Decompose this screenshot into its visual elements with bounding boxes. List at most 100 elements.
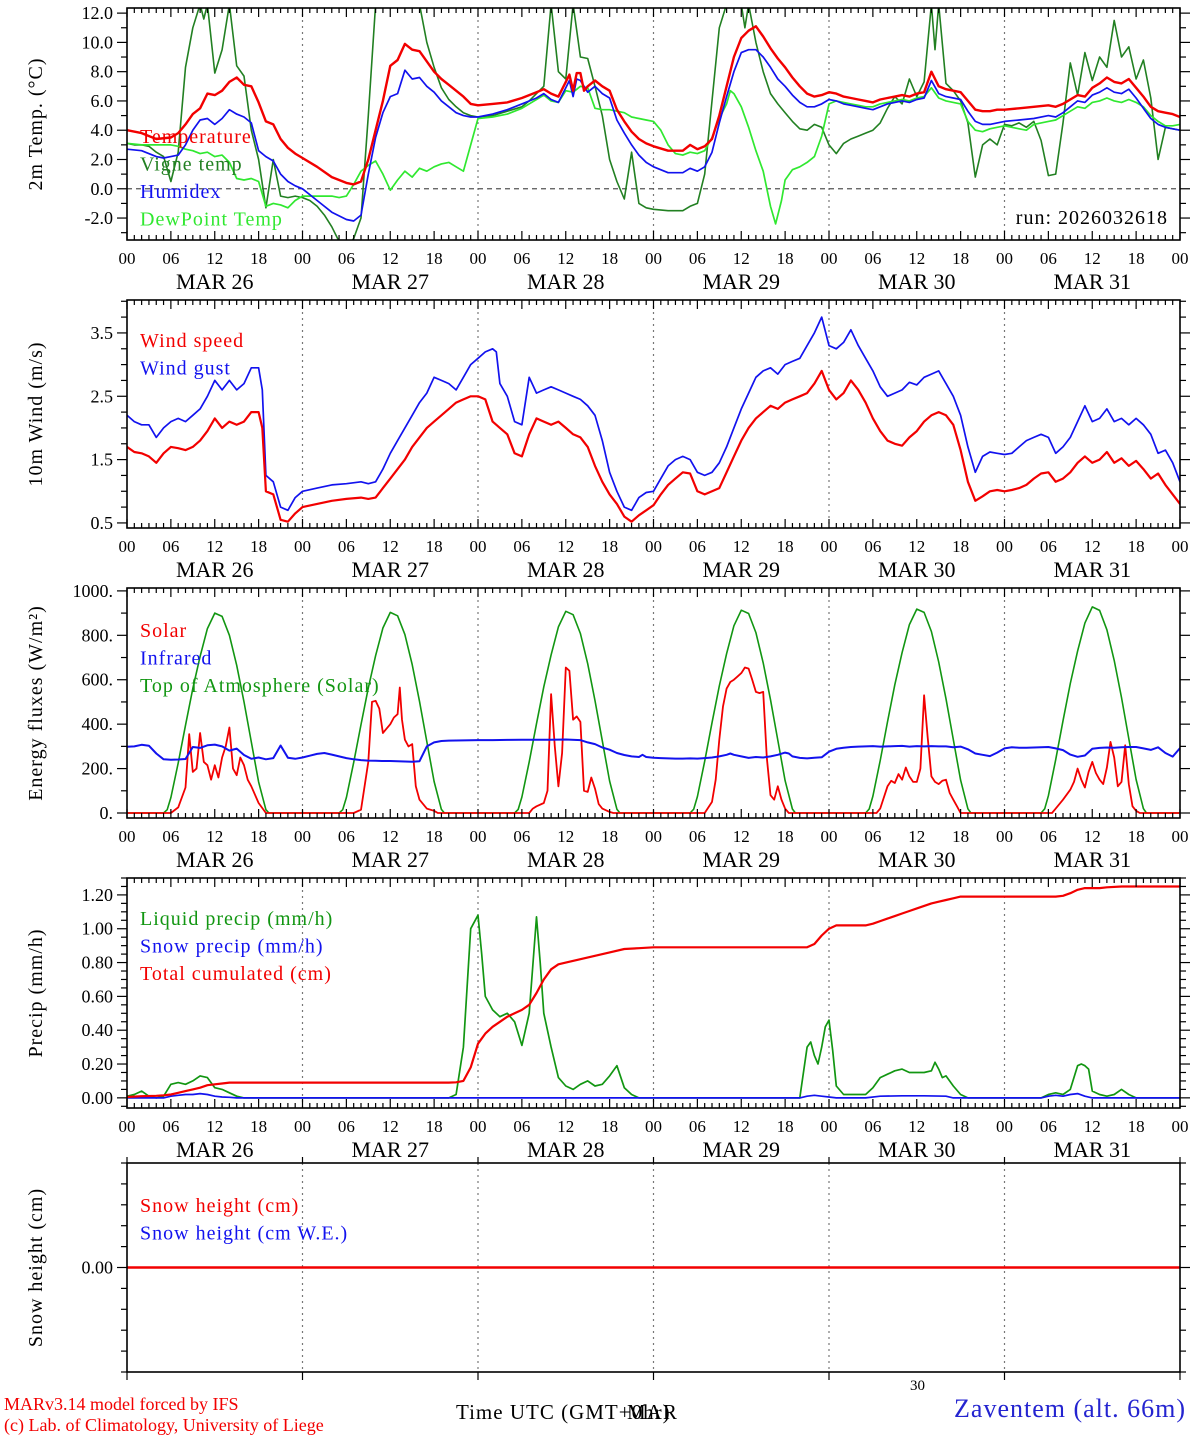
legend-temp2m-1: Vigne temp <box>140 154 243 176</box>
x-hour-label: 06 <box>1040 827 1057 846</box>
x-hour-label: 06 <box>864 537 881 556</box>
x-hour-label: 18 <box>601 249 618 268</box>
legend-temp2m-0: Temperature <box>140 126 252 148</box>
y-tick-label: 4.0 <box>91 120 114 140</box>
x-hour-label: 00 <box>470 249 487 268</box>
y-tick-label: 10.0 <box>82 32 114 52</box>
series-temperature <box>127 25 1180 186</box>
x-hour-label: 12 <box>382 537 399 556</box>
x-hour-label: 12 <box>733 1117 750 1136</box>
ticks <box>117 300 1190 528</box>
panel-precip: 0.00 0.20 0.40 0.60 0.80 1.00 1.20 00 06 12 18 00 06… <box>25 877 1190 1162</box>
x-hour-label: 12 <box>557 1117 574 1136</box>
y-tick-label: 1.20 <box>82 885 114 905</box>
y-tick-label: 0. <box>100 803 114 823</box>
panel-temp2m: -2.0 0.0 2.0 4.0 6.0 8.0 10.0 12.0 00 06 12 18 00 06 1… <box>25 3 1190 294</box>
x-hour-label: 00 <box>645 827 662 846</box>
y-axis-title: 10m Wind (m/s) <box>25 341 47 486</box>
legend-precip-2: Total cumulated (cm) <box>140 963 332 985</box>
y-tick-label: 0.00 <box>82 1258 114 1278</box>
y-axis-title: Precip (mm/h) <box>25 928 47 1057</box>
y-tick-label: 0.00 <box>82 1088 114 1108</box>
x-hour-label: 18 <box>250 827 267 846</box>
y-tick-label: 0.80 <box>82 953 114 973</box>
series-group <box>127 8 1180 240</box>
x-hour-label: 06 <box>338 537 355 556</box>
x-hour-label: 12 <box>733 537 750 556</box>
x-hour-label: 00 <box>1172 249 1189 268</box>
x-hour-label: 18 <box>601 537 618 556</box>
x-day-label: MAR 27 <box>351 847 429 872</box>
x-day-label: MAR 28 <box>527 557 605 582</box>
x-hour-label: 00 <box>119 827 136 846</box>
x-hour-label: 06 <box>689 249 706 268</box>
x-day-label: MAR 30 <box>878 557 956 582</box>
y-tick-label: 1.00 <box>82 919 114 939</box>
x-hour-label: 00 <box>996 827 1013 846</box>
x-hour-label: 06 <box>864 1117 881 1136</box>
model-credit-line2: (c) Lab. of Climatology, University of L… <box>4 1415 324 1435</box>
x-hour-label: 06 <box>864 827 881 846</box>
x-hour-label: 12 <box>1084 537 1101 556</box>
x-hour-label: 18 <box>777 1117 794 1136</box>
y-tick-label: 0.60 <box>82 986 114 1006</box>
x-hour-label: 00 <box>821 1117 838 1136</box>
x-hour-label: 00 <box>996 249 1013 268</box>
x-hour-label: 12 <box>206 1117 223 1136</box>
x-day-label: MAR 27 <box>351 269 429 294</box>
x-hour-label: 12 <box>206 249 223 268</box>
panel-wind10m: 0.5 1.5 2.5 3.5 00 06 12 18 00 06 12 18 00 06 12 18 00 06… <box>25 299 1190 582</box>
x-hour-label: 00 <box>996 537 1013 556</box>
y-tick-label: 6.0 <box>91 91 114 111</box>
x-hour-label: 00 <box>1172 1117 1189 1136</box>
x-hour-label: 18 <box>250 1117 267 1136</box>
panel-snowheight: 0.00 Snow height (cm) Snow height (cm W.E.… <box>25 1157 1190 1380</box>
y-tick-label: 0.5 <box>91 513 114 533</box>
x-hour-label: 12 <box>382 249 399 268</box>
x-hour-label: 18 <box>777 827 794 846</box>
x-day-label: MAR 27 <box>351 1137 429 1162</box>
x-hour-label: 06 <box>162 827 179 846</box>
series-vigne-temp <box>127 8 1180 240</box>
x-hour-label: 12 <box>908 249 925 268</box>
ticks <box>117 877 1190 1108</box>
y-tick-label: 400. <box>82 714 114 734</box>
time-axis-label: Time UTC (GMT+0hr) <box>456 1400 671 1424</box>
x-hour-label: 18 <box>952 827 969 846</box>
x-day-label: MAR 30 <box>878 1137 956 1162</box>
y-axis-title: 2m Temp. (°C) <box>25 57 47 190</box>
x-day-label: MAR 26 <box>176 1137 254 1162</box>
run-label: run: 2026032618 <box>1015 207 1168 229</box>
x-hour-label: 12 <box>733 249 750 268</box>
x-day-label: MAR 27 <box>351 557 429 582</box>
x-hour-label: 00 <box>821 537 838 556</box>
x-hour-label: 00 <box>294 827 311 846</box>
x-hour-label: 00 <box>821 249 838 268</box>
x-day-label: MAR 28 <box>527 269 605 294</box>
series-solar <box>127 666 1180 814</box>
x-day-label: MAR 31 <box>1053 269 1131 294</box>
series-snow-precip <box>127 1092 1180 1099</box>
y-axis-title: Snow height (cm) <box>25 1188 47 1347</box>
x-hour-label: 18 <box>1128 537 1145 556</box>
overlapping-mar-label: MAR <box>627 1400 678 1424</box>
x-hour-label: 06 <box>338 249 355 268</box>
legend-fluxes-0: Solar <box>140 620 187 642</box>
x-day-label: MAR 30 <box>878 847 956 872</box>
x-hour-label: 06 <box>162 1117 179 1136</box>
x-hour-label: 06 <box>689 1117 706 1136</box>
x-hour-label: 00 <box>119 1117 136 1136</box>
x-hour-label: 00 <box>294 537 311 556</box>
x-day-label: MAR 26 <box>176 557 254 582</box>
series-infrared <box>127 738 1180 763</box>
series-group <box>127 316 1180 523</box>
x-day-label: MAR 29 <box>702 269 780 294</box>
x-hour-label: 06 <box>1040 1117 1057 1136</box>
x-hour-label: 18 <box>777 249 794 268</box>
x-hour-label: 12 <box>206 827 223 846</box>
x-hour-label: 12 <box>908 827 925 846</box>
y-tick-label: 0.20 <box>82 1054 114 1074</box>
panel-fluxes: 0. 200. 400. 600. 800. 1000. 00 06 12 18 00 06 12 18 0… <box>25 581 1190 872</box>
series-dewpoint-temp <box>127 85 1180 225</box>
